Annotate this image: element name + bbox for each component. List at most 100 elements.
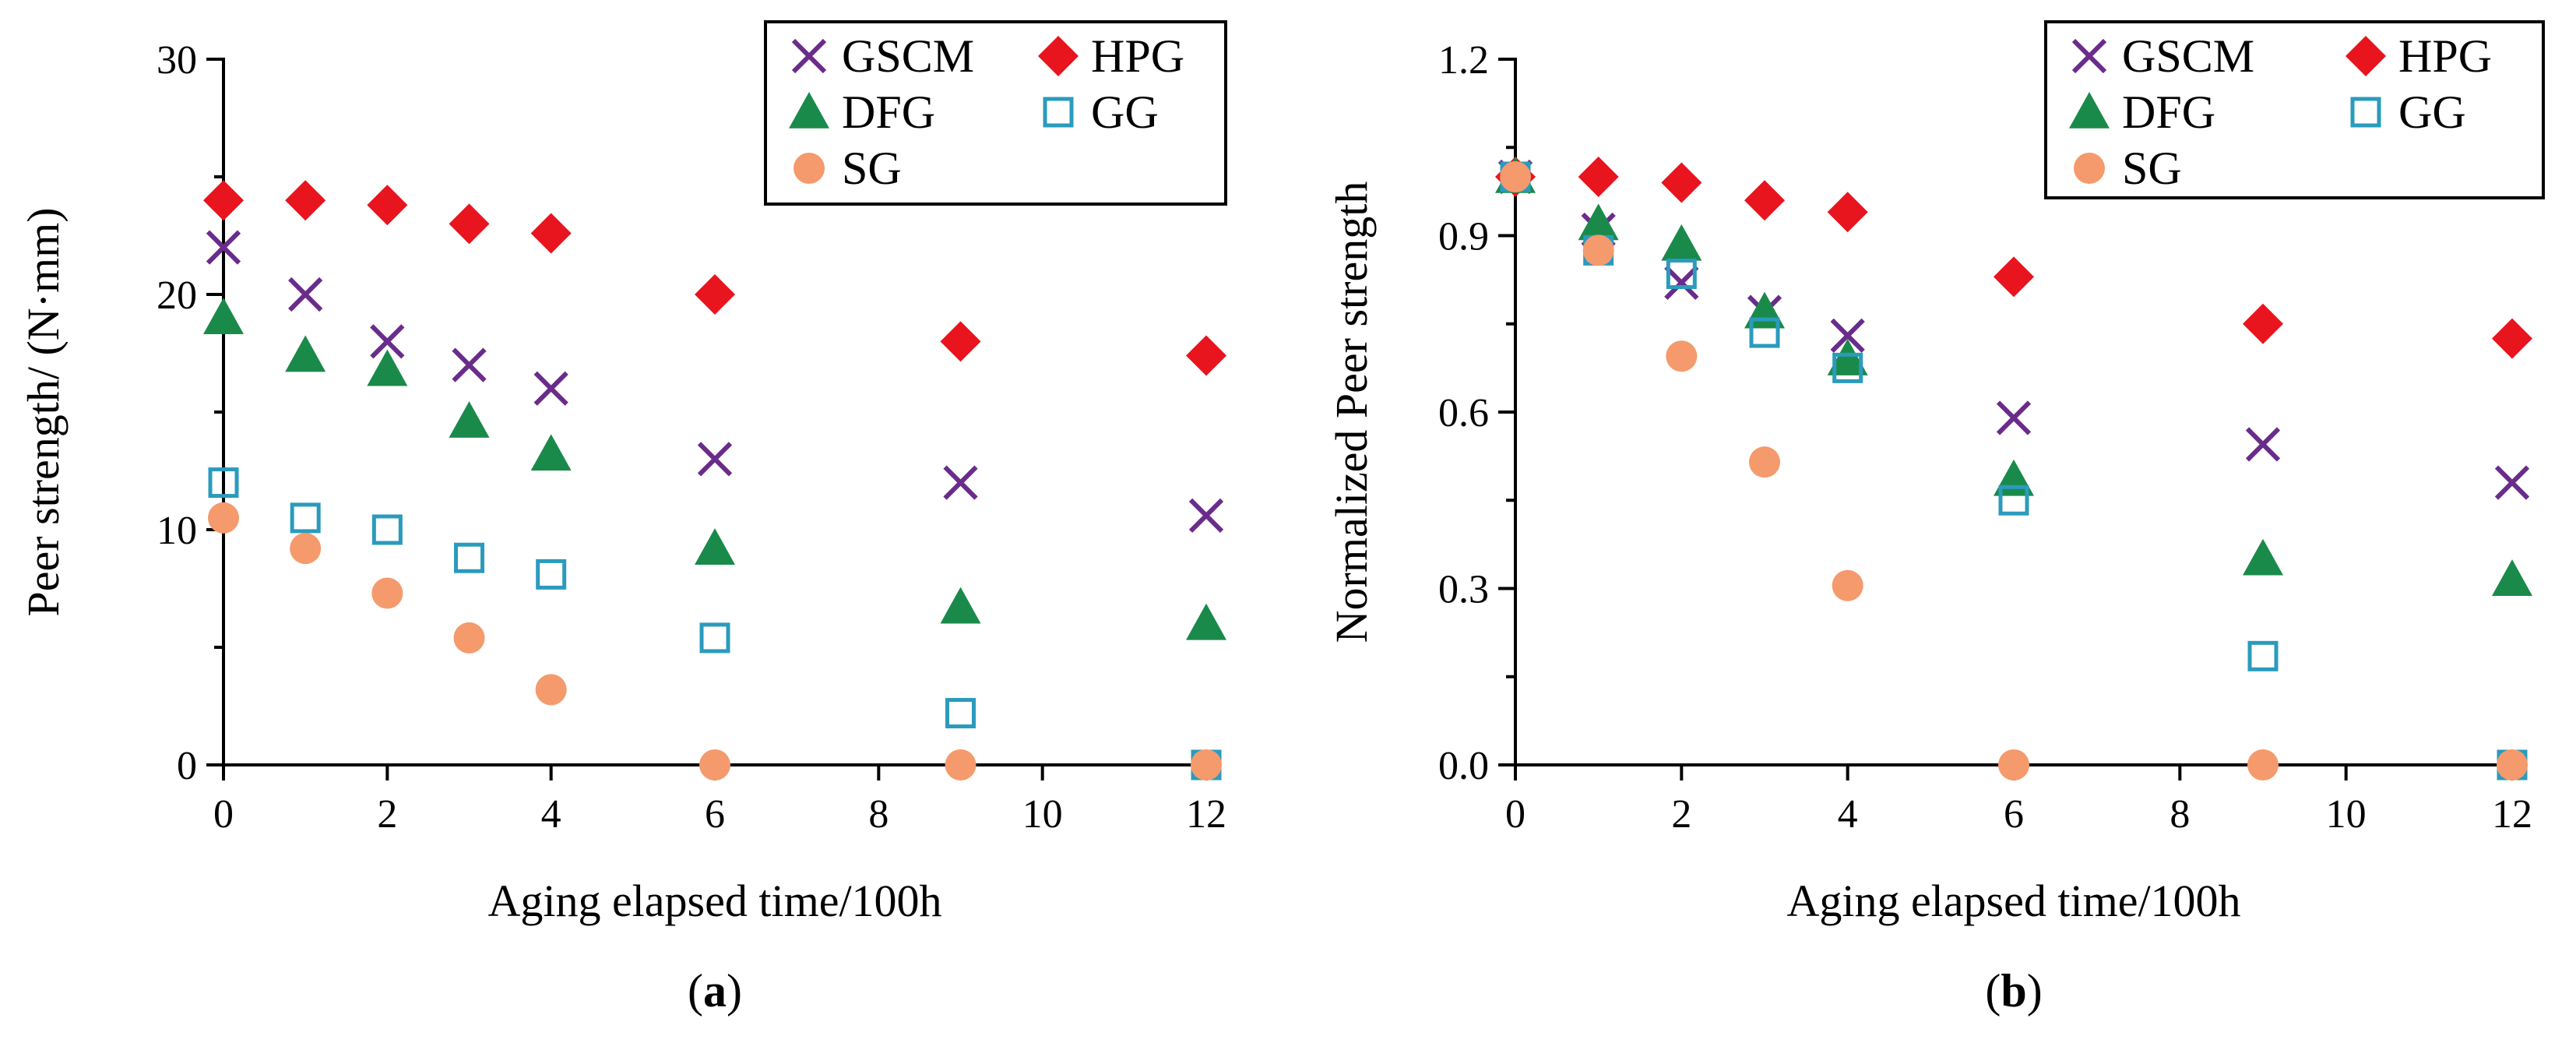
data-point-gg [454,542,484,573]
data-point-gscm [943,465,978,500]
legend-label-sg: SG [2122,143,2182,194]
data-point-dfg [2243,538,2283,576]
x-tick-label: 12 [2492,792,2532,837]
data-point-hpg [1661,162,1702,203]
x-tick-label: 12 [1186,792,1226,837]
legend-marker-gg [2350,97,2381,128]
legend: GSCM HPG DFG GG SG [764,20,1227,206]
legend-marker-dfg [789,92,829,129]
data-point-dfg [1578,203,1619,241]
series-sg [208,502,1222,780]
x-tick-label: 8 [2170,792,2190,837]
data-point-sg [1191,749,1222,780]
legend-label-hpg: HPG [2398,30,2492,82]
y-tick-label: 0.6 [1438,391,1489,435]
data-point-sg [1749,446,1780,478]
data-point-hpg [203,180,244,221]
legend-label-hpg: HPG [1091,30,1184,82]
x-axis-title: Aging elapsed time/100h [1786,876,2240,926]
legend-marker-hpg [1038,36,1079,76]
legend-label-gg: GG [1091,86,1159,138]
data-point-sg [1666,340,1698,372]
data-point-dfg [2492,559,2532,596]
legend-label-dfg: DFG [842,86,935,138]
legend-label-gscm: GSCM [842,30,974,82]
x-tick-label: 8 [868,792,889,837]
data-point-sg [699,749,730,780]
data-point-dfg [1186,603,1226,640]
legend-marker-sg [2074,153,2105,184]
data-point-hpg [1186,335,1226,376]
series-gscm [1497,159,2530,500]
y-tick-label: 0.0 [1438,744,1489,788]
series-hpg [1495,157,2532,359]
data-point-sg [290,533,322,565]
legend-marker-gg [1043,97,1074,128]
legend-marker-gscm [791,38,827,74]
data-point-sg [2247,749,2279,780]
legend-label-gscm: GSCM [2122,30,2254,82]
legend-label-sg: SG [842,143,902,194]
data-point-gscm [1996,400,2032,435]
data-point-dfg [285,335,326,372]
legend-label-dfg: DFG [2122,86,2215,138]
data-point-hpg [285,180,326,221]
data-point-sg [535,674,567,706]
y-tick-label: 10 [157,509,197,553]
panel-label: (b) [1985,965,2042,1017]
x-tick-label: 6 [2004,792,2024,837]
data-point-dfg [367,349,408,386]
chart-panel-a: 0 10 20 30 0 2 4 6 8 10 12 Aging elapsed time/100h P… [18,20,1227,1017]
data-point-sg [1998,749,2029,780]
data-point-gscm [452,347,487,382]
legend-marker-dfg [2069,92,2110,129]
data-point-hpg [367,185,408,226]
data-point-sg [945,749,977,780]
data-point-gscm [288,277,323,312]
data-point-dfg [1661,224,1702,261]
data-point-sg [1832,569,1863,601]
x-tick-label: 2 [1671,792,1691,837]
chart-panel-b: 0.0 0.3 0.6 0.9 1.2 0 2 4 6 8 10 12 Aging elapsed ti… [1326,20,2545,1017]
data-point-gg [699,622,730,654]
data-point-dfg [695,528,735,565]
legend-marker-gscm [2071,38,2107,74]
data-point-sg [1500,161,1531,192]
data-point-dfg [940,587,981,624]
data-point-gg [290,502,321,534]
x-tick-label: 0 [213,792,234,837]
y-tick-label: 20 [157,273,197,318]
x-tick-label: 6 [705,792,725,837]
data-point-gg [1666,259,1697,290]
legend: GSCM HPG DFG GG SG [2044,20,2545,199]
data-point-sg [208,502,239,534]
series-gg [208,467,1222,780]
data-point-hpg [1744,180,1785,221]
data-point-gscm [533,371,568,406]
x-tick-label: 4 [1838,792,1858,837]
data-point-gscm [206,230,241,265]
series-dfg [203,298,1226,640]
data-point-gscm [697,442,733,477]
data-point-gscm [1188,498,1224,534]
data-point-hpg [530,213,572,254]
y-axis-title: Normalized Peer strength [1326,181,1377,643]
data-point-gscm [1830,318,1865,353]
y-axis-title: Peer strength/ (N·mm) [18,207,69,616]
data-point-dfg [1827,339,1868,375]
data-point-sg [453,622,485,654]
legend-box [764,20,1227,206]
data-point-hpg [1827,192,1868,233]
legend-box [2044,20,2545,199]
data-point-dfg [530,434,572,471]
x-tick-label: 0 [1505,792,1526,837]
data-point-gscm [370,324,405,359]
data-point-gscm [2245,427,2281,462]
y-tick-label: 0.3 [1438,568,1489,612]
x-tick-label: 4 [541,792,561,837]
data-point-sg [371,577,403,609]
data-point-hpg [2492,318,2532,359]
data-point-hpg [1578,157,1619,197]
y-tick-label: 0 [177,744,197,788]
